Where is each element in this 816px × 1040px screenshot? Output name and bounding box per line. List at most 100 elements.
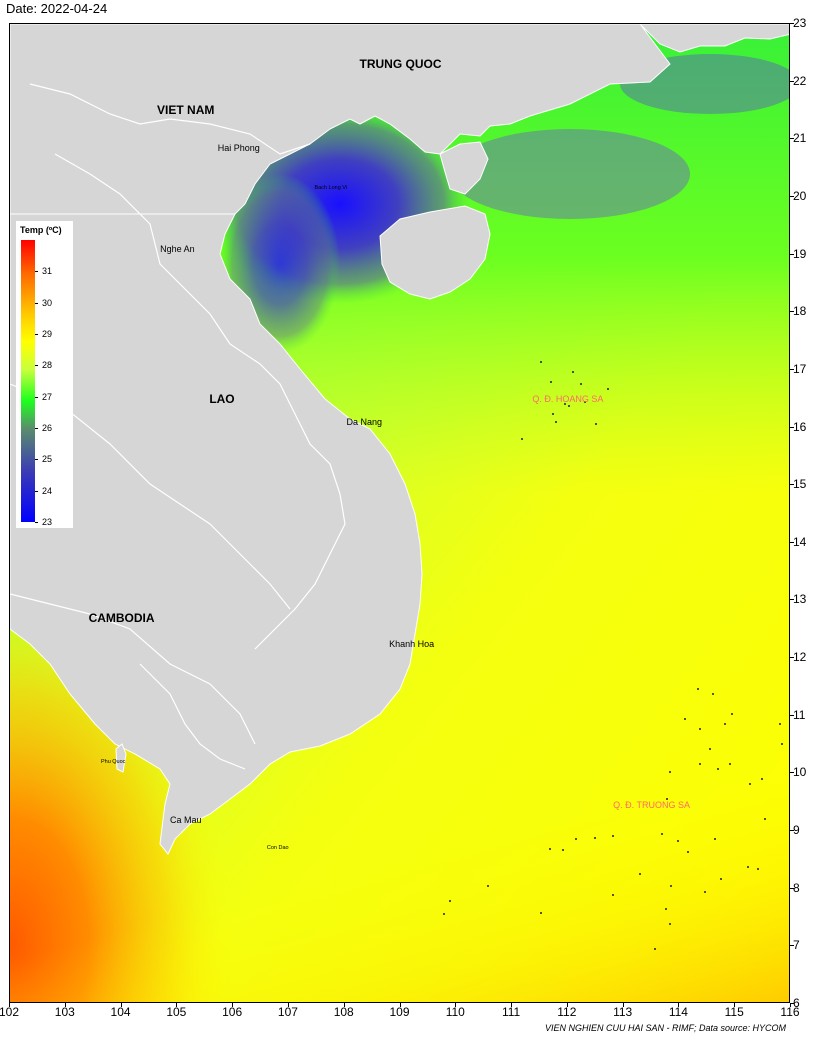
y-tick-mark <box>790 772 794 774</box>
land-leizhou <box>439 141 489 195</box>
x-tick-label: 104 <box>110 1005 131 1019</box>
x-tick-mark <box>455 1003 457 1007</box>
legend-colorbar <box>21 240 35 522</box>
place-label: Phu Quoc <box>100 758 126 765</box>
place-label: Nghe An <box>160 243 195 254</box>
y-tick-mark <box>790 945 794 947</box>
legend-tick-label: 30 <box>42 297 53 308</box>
x-tick-mark <box>399 1003 401 1007</box>
land-indochina <box>10 213 423 855</box>
x-tick-mark <box>176 1003 178 1007</box>
y-tick-mark <box>790 253 794 255</box>
data-source-credit: VIEN NGHIEN CUU HAI SAN - RIMF; Data sou… <box>544 1023 786 1033</box>
x-tick-mark <box>511 1003 513 1007</box>
temperature-legend: Temp (ºC) 31 30 29 28 27 26 25 24 23 <box>16 221 73 528</box>
x-tick-label: 115 <box>724 1005 744 1019</box>
y-tick-label: 17 <box>793 361 807 376</box>
legend-tick-mark <box>35 271 38 273</box>
sst-map: TRUNG QUOC VIET NAM LAO CAMBODIA Hai Phong Ba… <box>9 23 790 1003</box>
x-tick-label: 116 <box>780 1005 800 1019</box>
x-tick-label: 108 <box>333 1005 354 1019</box>
y-tick-label: 11 <box>793 707 806 722</box>
x-tick-label: 103 <box>54 1005 75 1019</box>
place-label: Ca Mau <box>169 814 202 825</box>
legend-tick-label: 24 <box>42 485 53 496</box>
y-tick-mark <box>790 887 794 889</box>
legend-tick-mark <box>35 365 38 367</box>
x-tick-label: 114 <box>668 1005 688 1019</box>
x-tick-mark <box>64 1003 66 1007</box>
place-label: Bach Long Vi <box>314 185 348 192</box>
y-tick-mark <box>790 23 794 24</box>
legend-tick-mark <box>35 490 38 492</box>
legend-tick-mark <box>35 428 38 429</box>
x-tick-label: 111 <box>501 1005 521 1019</box>
y-tick-mark <box>790 368 794 370</box>
archipelago-label: Q. Đ. TRUONG SA <box>613 800 690 811</box>
sst-map-canvas <box>10 24 789 1002</box>
y-tick-label: 12 <box>793 650 807 665</box>
truong-sa-islands <box>443 688 783 950</box>
legend-tick-mark <box>35 522 38 523</box>
archipelago-label: Q. Đ. HOANG SA <box>532 393 604 404</box>
cold-water-china-coast <box>450 129 690 219</box>
y-tick-label: 23 <box>793 16 807 30</box>
country-label: TRUNG QUOC <box>359 57 442 72</box>
y-tick-label: 14 <box>793 534 807 549</box>
x-tick-mark <box>566 1003 568 1007</box>
x-tick-mark <box>232 1003 234 1007</box>
y-tick-label: 8 <box>793 880 800 895</box>
x-tick-label: 107 <box>277 1005 298 1019</box>
legend-tick-label: 26 <box>42 423 53 433</box>
legend-tick-label: 31 <box>42 266 53 277</box>
legend-tick-label: 28 <box>42 360 53 371</box>
x-tick-label: 110 <box>445 1005 465 1019</box>
y-tick-mark <box>790 311 794 313</box>
legend-tick-label: 25 <box>42 454 53 465</box>
x-tick-mark <box>120 1003 122 1007</box>
x-tick-label: 113 <box>613 1005 633 1019</box>
land-phu-quoc <box>115 743 127 773</box>
y-tick-mark <box>790 657 794 659</box>
place-label: Con Dao <box>266 845 289 852</box>
date-label: Date: 2022-04-24 <box>6 1 108 16</box>
place-label: Hai Phong <box>217 142 260 153</box>
y-tick-label: 13 <box>793 592 807 607</box>
y-tick-label: 20 <box>793 188 807 203</box>
x-tick-mark <box>622 1003 624 1007</box>
y-tick-mark <box>790 80 794 82</box>
x-tick-mark <box>343 1003 345 1007</box>
country-borders <box>10 83 346 770</box>
x-tick-mark <box>287 1003 289 1007</box>
y-tick-mark <box>790 714 794 716</box>
y-tick-label: 16 <box>793 419 807 434</box>
y-tick-mark <box>790 195 794 197</box>
y-tick-label: 7 <box>793 938 800 953</box>
legend-tick-label: 23 <box>42 517 53 527</box>
place-label: Da Nang <box>346 416 382 427</box>
place-label: Khanh Hoa <box>389 638 435 649</box>
land-hainan <box>379 205 491 300</box>
legend-tick-mark <box>35 334 38 335</box>
legend-tick-mark <box>35 396 38 398</box>
x-tick-label: 106 <box>222 1005 243 1019</box>
x-tick-label: 102 <box>0 1005 20 1019</box>
x-tick-mark <box>734 1003 736 1007</box>
y-tick-label: 19 <box>793 246 807 261</box>
y-tick-mark <box>790 541 794 543</box>
y-tick-label: 6 <box>793 996 800 1010</box>
y-tick-label: 9 <box>793 823 800 838</box>
x-tick-mark <box>9 1003 10 1007</box>
x-tick-mark <box>678 1003 680 1007</box>
country-label: VIET NAM <box>157 103 215 118</box>
country-label: CAMBODIA <box>88 610 155 625</box>
y-tick-mark <box>790 484 794 486</box>
warm-water-south <box>10 784 789 1002</box>
y-tick-label: 15 <box>793 477 807 492</box>
x-tick-label: 112 <box>557 1005 577 1019</box>
y-tick-mark <box>790 426 794 428</box>
country-label: LAO <box>209 391 235 406</box>
y-tick-mark <box>790 1003 794 1004</box>
x-tick-mark <box>790 1003 791 1007</box>
legend-tick-label: 27 <box>42 391 53 402</box>
